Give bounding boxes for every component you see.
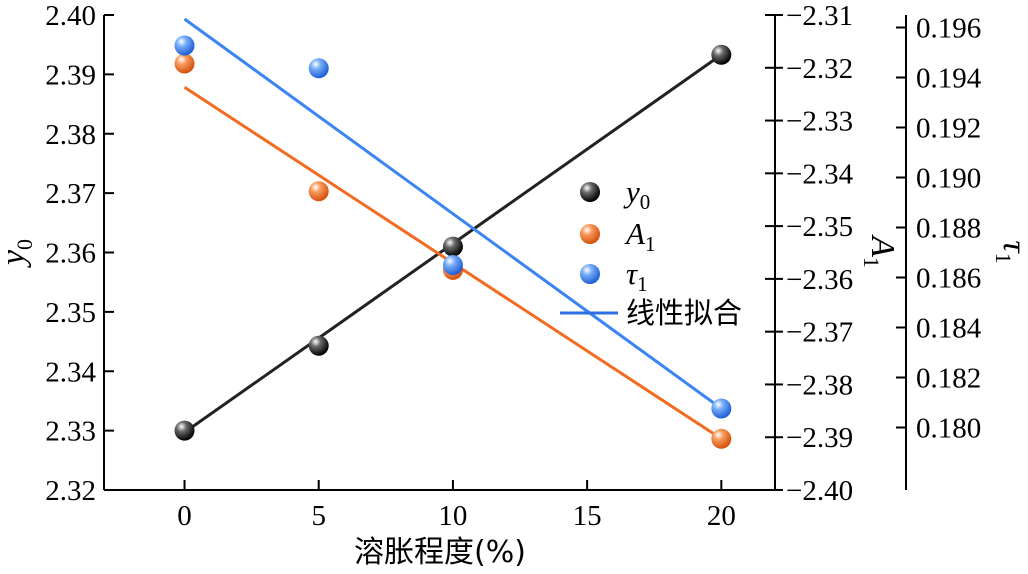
legend-label-fit: 线性拟合: [626, 296, 742, 330]
tau1-tick-label: 0.188: [916, 213, 981, 245]
tau1-tick-label: 0.192: [916, 113, 981, 145]
a1-tick-label: −2.34: [786, 158, 854, 190]
a1-tick-label: −2.36: [786, 264, 853, 296]
a1-tick-label: −2.39: [786, 422, 853, 454]
x-axis-ticks: 0 5 10 15 20: [177, 480, 736, 532]
tau1-tick-label: 0.196: [916, 13, 981, 45]
a1-tick-label: −2.37: [786, 317, 853, 349]
tau1-tick-label: 0.190: [916, 163, 981, 195]
y0-tick-label: 2.38: [45, 119, 96, 151]
x-tick-label: 5: [311, 500, 326, 532]
a1-tick-label: −2.38: [786, 369, 853, 401]
tau1-axis-ticks: 0.180 0.182 0.184 0.186 0.188 0.190 0.192 0.194…: [896, 13, 982, 445]
tau1-tick-label: 0.186: [916, 263, 981, 295]
legend-label-a1: A1: [624, 216, 655, 256]
tau1-tick-label: 0.182: [916, 363, 981, 395]
point-y0: [442, 236, 463, 257]
tau1-tick-label: 0.184: [916, 313, 982, 345]
tau1-tick-label: 0.194: [916, 63, 982, 95]
legend-marker-tau1: [580, 264, 600, 284]
point-y0: [308, 335, 329, 356]
a1-axis-ticks: −2.40 −2.39 −2.38 −2.37 −2.36 −2.35 −2.34 −2.33…: [765, 0, 854, 507]
point-tau1: [174, 35, 195, 56]
y0-tick-label: 2.36: [45, 238, 96, 270]
y0-tick-label: 2.40: [45, 0, 96, 32]
tau1-tick-label: 0.180: [916, 413, 981, 445]
a1-tick-label: −2.40: [786, 475, 853, 507]
a1-tick-label: −2.35: [786, 211, 853, 243]
a1-axis-title: A1: [859, 234, 901, 268]
x-tick-label: 15: [573, 500, 602, 532]
legend-marker-a1: [580, 224, 600, 244]
point-A1: [174, 53, 195, 74]
point-tau1: [711, 398, 732, 419]
x-axis-title: 溶胀程度(%): [354, 535, 526, 570]
a1-tick-label: −2.32: [786, 53, 853, 85]
point-tau1: [442, 255, 463, 275]
y0-tick-label: 2.33: [45, 416, 96, 448]
y0-tick-label: 2.34: [45, 356, 96, 388]
y0-tick-label: 2.37: [45, 178, 96, 210]
x-tick-label: 20: [707, 500, 736, 532]
y0-tick-label: 2.32: [45, 475, 96, 507]
legend-label-y0: y0: [623, 174, 650, 214]
a1-tick-label: −2.33: [786, 106, 853, 138]
point-y0: [711, 44, 732, 65]
point-tau1: [308, 58, 329, 79]
y0-axis-ticks: 2.32 2.33 2.34 2.35 2.36 2.37 2.38 2.39 2.40: [45, 0, 114, 507]
legend: y0 A1 τ1 线性拟合: [560, 174, 742, 330]
y0-tick-label: 2.35: [45, 297, 96, 329]
legend-marker-y0: [580, 182, 600, 202]
fit-line-tau1: [183, 17, 723, 410]
x-tick-label: 0: [177, 500, 192, 532]
point-A1: [711, 428, 732, 449]
data-points: [174, 35, 732, 449]
y0-axis-title: y0: [0, 239, 37, 268]
x-tick-label: 10: [438, 500, 467, 532]
a1-tick-label: −2.31: [786, 0, 853, 32]
legend-label-tau1: τ1: [626, 256, 648, 296]
point-y0: [174, 420, 195, 441]
y0-tick-label: 2.39: [45, 59, 96, 91]
tau1-axis-title: τ1: [991, 240, 1028, 263]
point-A1: [308, 181, 329, 202]
